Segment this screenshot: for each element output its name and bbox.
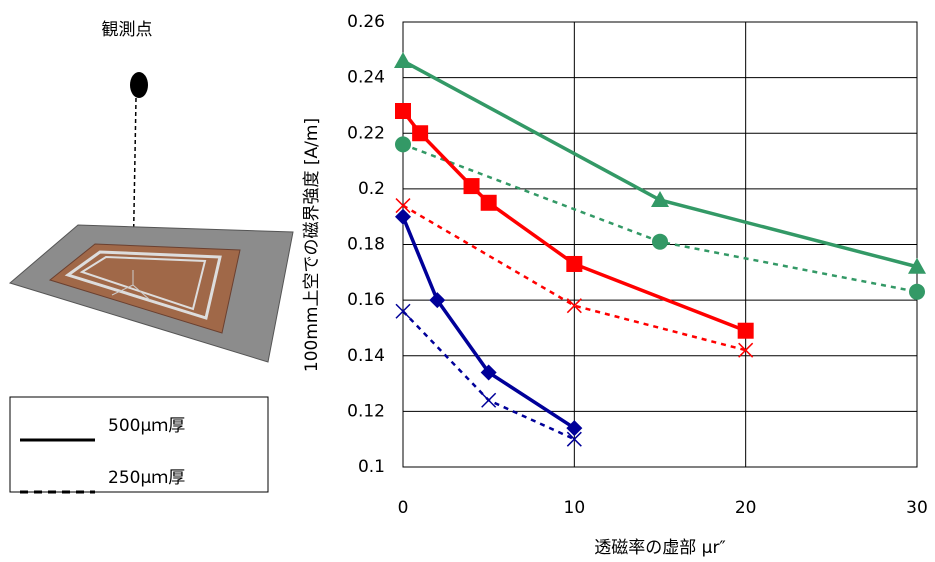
observation-label: 観測点	[102, 20, 153, 40]
x-axis-label: 透磁率の虚部 μr″	[594, 538, 726, 558]
y-tick-label: 0.22	[347, 123, 385, 143]
marker	[652, 234, 668, 250]
illustration: 観測点	[10, 20, 293, 362]
page: 観測点 透磁率の虚部 μr″ 100mm上空での磁界強度 [A/m] 0.1 0.…	[0, 0, 935, 558]
x-tick-label: 0	[398, 498, 409, 518]
marker	[412, 125, 428, 141]
x-tick-label: 10	[564, 498, 586, 518]
y-tick-label: 0.16	[347, 290, 385, 310]
marker	[395, 136, 411, 152]
y-tick-label: 0.24	[347, 68, 385, 88]
marker	[566, 256, 582, 272]
marker	[909, 284, 925, 300]
legend-label: 250μｍ厚	[108, 468, 185, 488]
marker	[481, 195, 497, 211]
legend-label: 500μｍ厚	[108, 416, 185, 436]
marker	[395, 103, 411, 119]
y-tick-label: 0.12	[347, 401, 385, 421]
observation-point	[130, 72, 148, 98]
marker	[394, 52, 412, 68]
x-tick-label: 20	[735, 498, 757, 518]
y-tick-label: 0.1	[358, 457, 385, 477]
x-tick-label: 30	[906, 498, 928, 518]
y-axis-label: 100mm上空での磁界強度 [A/m]	[302, 118, 322, 372]
marker	[651, 191, 669, 207]
marker	[464, 178, 480, 194]
y-tick-label: 0.14	[347, 346, 385, 366]
y-tick-label: 0.26	[347, 12, 385, 32]
series-line	[403, 217, 574, 428]
y-tick-label: 0.18	[347, 235, 385, 255]
marker	[482, 393, 496, 407]
series-line	[403, 144, 917, 291]
y-tick-label: 0.2	[358, 179, 385, 199]
marker	[738, 323, 754, 339]
